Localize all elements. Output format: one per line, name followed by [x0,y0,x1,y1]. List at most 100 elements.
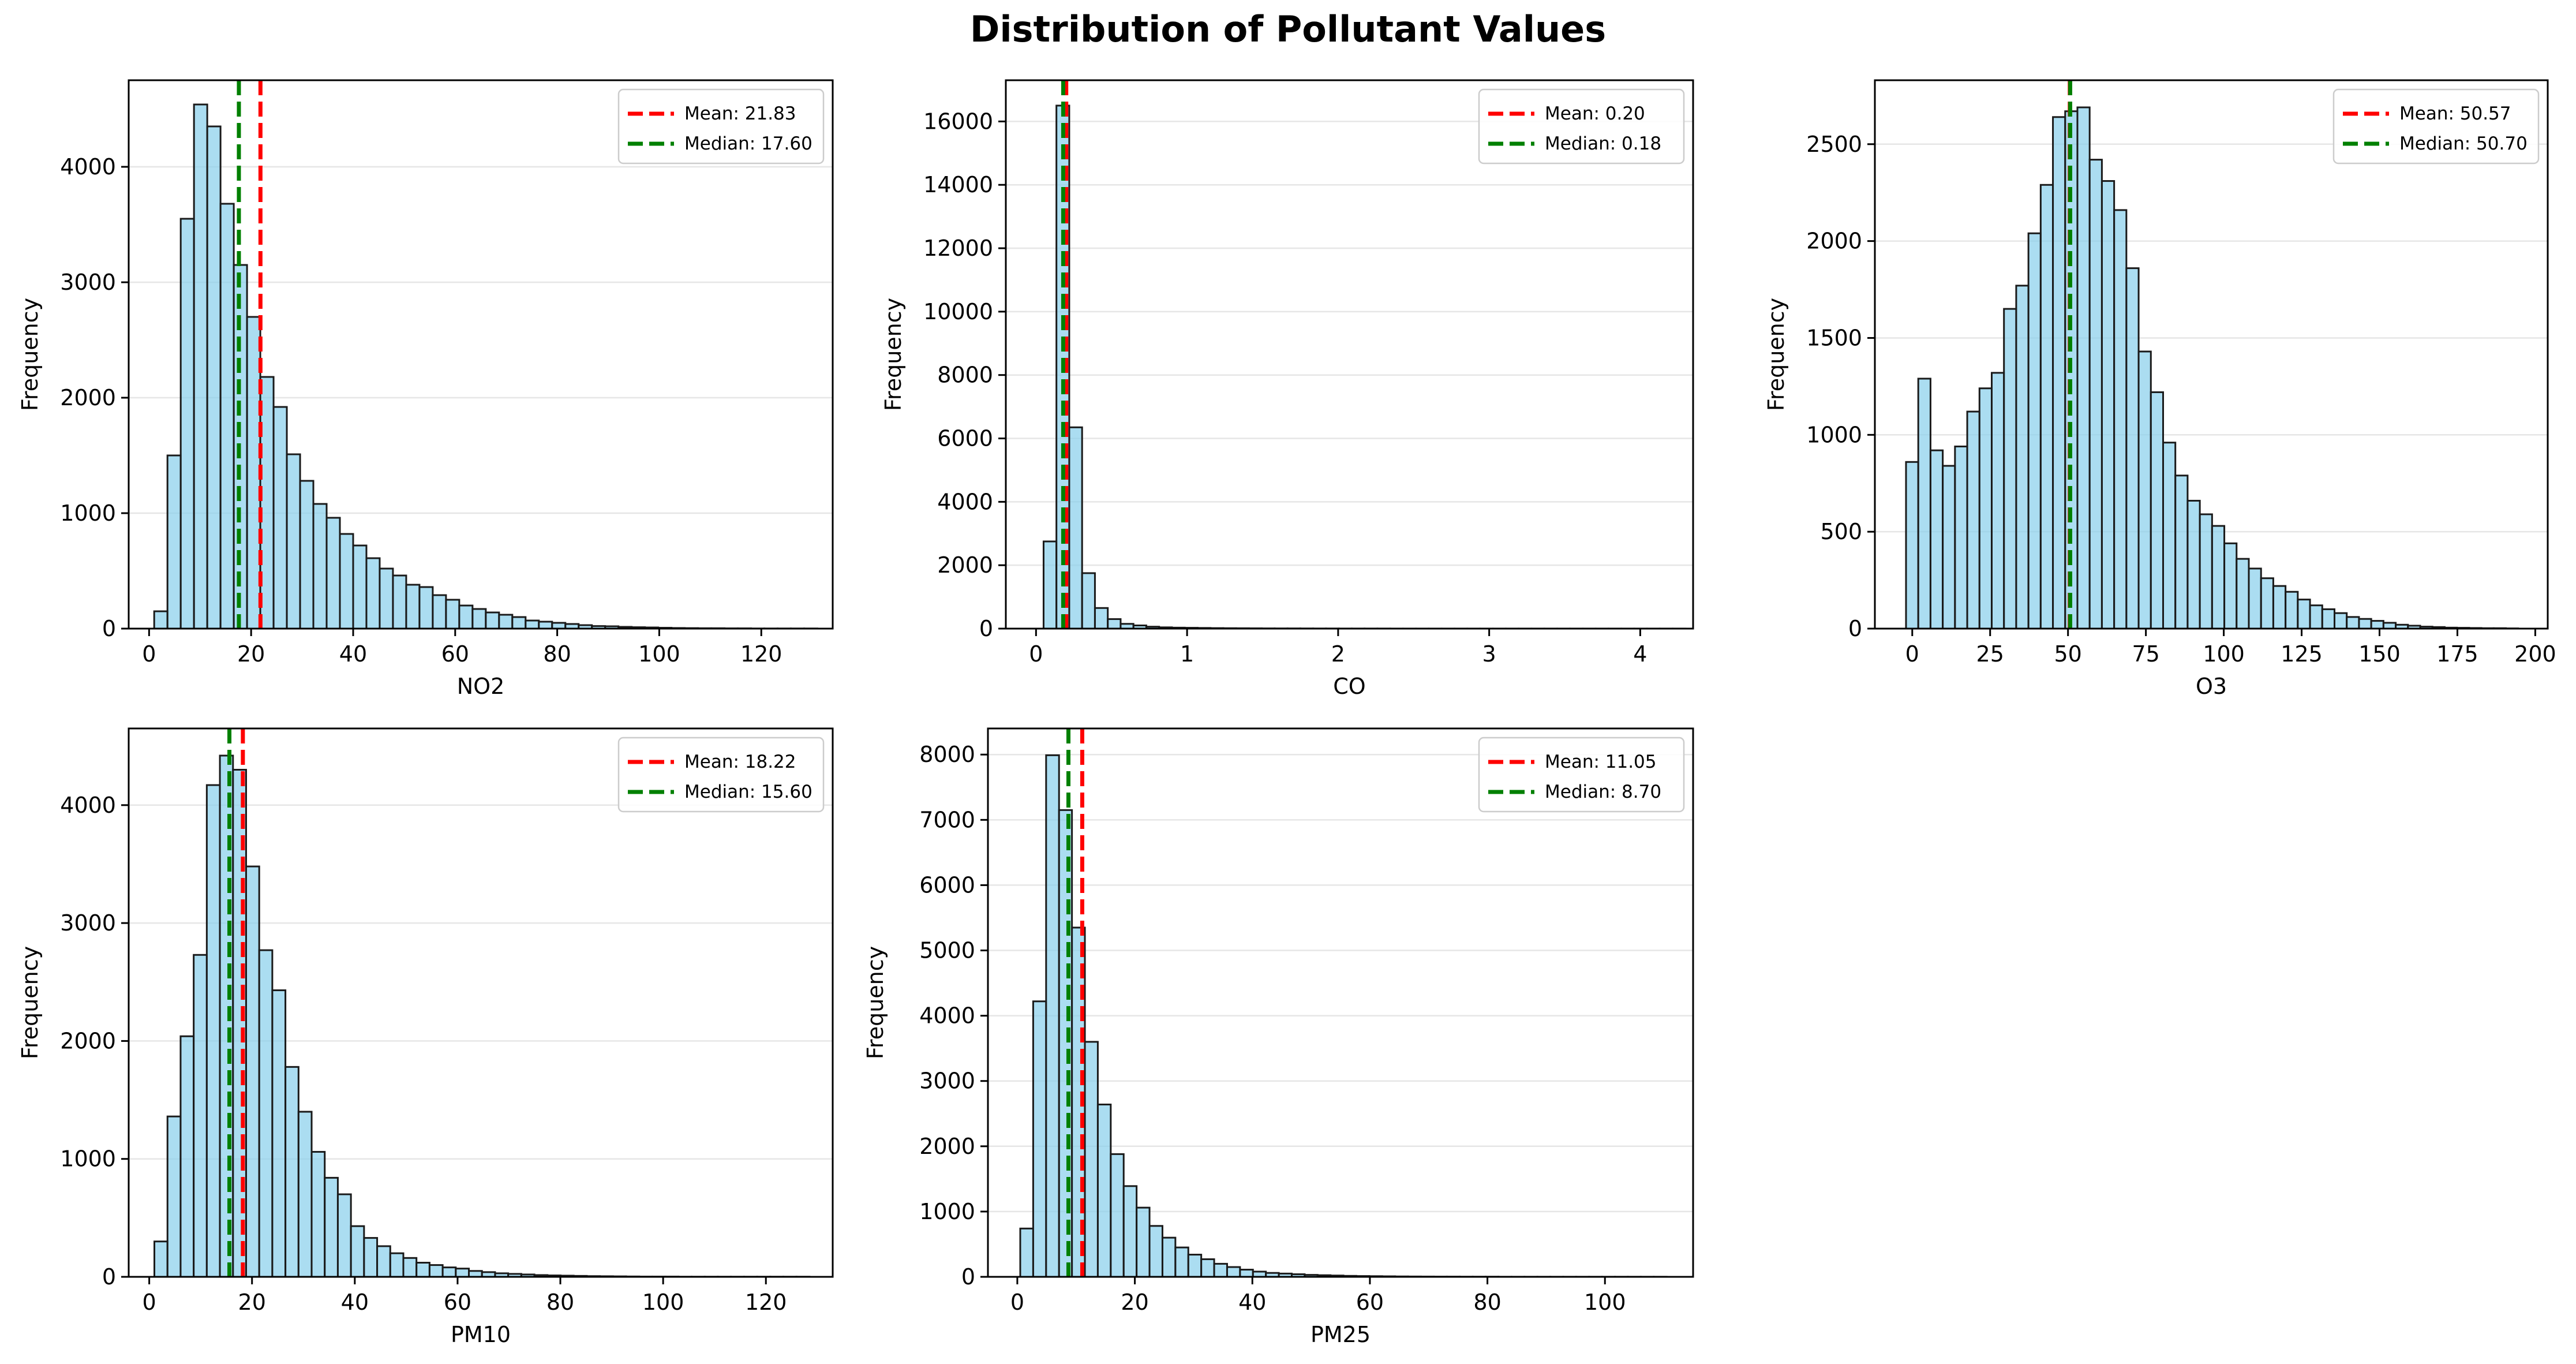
x-tick-label: 1 [1180,641,1194,667]
legend-median-label: Median: 15.60 [684,782,813,802]
histogram-bar [1174,1246,1189,1278]
x-tick-label: 0 [143,1290,156,1315]
histogram-bar [1107,618,1122,630]
x-tick-label: 60 [441,641,469,667]
histogram-bar [428,1264,444,1278]
x-tick-label: 40 [339,641,367,667]
histogram-bar [1042,540,1058,630]
histogram-bar [166,1115,182,1278]
histogram-bar [432,594,447,630]
axes-frame [128,727,834,1278]
histogram-bar [2346,616,2360,630]
histogram-bar [2162,442,2177,630]
histogram-bar [455,1268,470,1278]
histogram-bar [350,1225,365,1278]
y-axis-label: Frequency [17,946,43,1059]
histogram-bar [258,949,274,1278]
histogram-bar [511,616,527,630]
histogram-bar [2248,567,2262,630]
subplot-pm25: 0 20 40 60 80 1000100020003000400050006000700… [863,727,1694,1347]
histogram-bar [245,865,260,1278]
y-tick-label: 4000 [60,154,116,180]
x-tick-label: 75 [2132,641,2159,667]
histogram-bar [1226,1266,1241,1278]
histogram-bar [2358,618,2372,630]
subplot-no2: 0 20 40 60 80 100 120 0 1000 2000 3000 4000 NO2 Frequ… [17,79,834,699]
histogram-bar [339,533,354,630]
y-tick-label: 3000 [60,910,116,936]
histogram-bar [2382,622,2397,630]
histogram-bar [2015,285,2030,630]
histogram-bar [179,1035,195,1278]
y-tick-label: 0 [1848,616,1862,641]
histogram-bar [193,954,208,1278]
x-tick-label: 125 [2281,641,2323,667]
histogram-bar [1019,1227,1034,1278]
histogram-bar [2272,585,2287,630]
histogram-bar [1187,1254,1203,1278]
histogram-bar [325,517,341,630]
x-tick-label: 100 [638,641,680,667]
axes-frame [987,727,1694,1278]
histogram-bar [365,557,381,630]
legend-mean-label: Mean: 0.20 [1545,103,1645,124]
histogram-bar [405,584,421,630]
y-axis-label: Frequency [17,298,43,411]
histogram-bar [1122,1185,1138,1278]
histogram-bar [392,574,407,630]
x-tick-label: 20 [237,641,265,667]
y-tick-label: 2000 [919,1134,975,1159]
histogram-bar [1990,372,2005,630]
x-tick-label: 100 [1584,1290,1626,1315]
histogram-bar [1110,1153,1125,1278]
x-tick-label: 100 [2203,641,2245,667]
histogram-bar [1032,1000,1047,1278]
legend-box [1478,737,1685,813]
x-tick-label: 4 [1633,641,1647,667]
histogram-bar [179,218,195,630]
histogram-bar [352,544,368,630]
y-tick-label: 4000 [60,793,116,818]
histogram-bar [1954,445,1968,630]
histogram-bar [1942,465,1956,630]
histogram-bar [2321,608,2335,630]
histogram-bar [1978,387,1993,630]
histogram-bar [2186,499,2201,630]
x-tick-label: 50 [2054,641,2082,667]
histogram-bar [2088,159,2103,630]
histogram-bar [1929,449,1944,630]
histogram-bar [1905,461,1919,630]
histogram-bar [1161,1236,1177,1278]
legend-box [617,737,825,813]
histogram-bar [284,1066,299,1278]
histogram-bar [363,1237,379,1278]
x-tick-label: 120 [740,641,782,667]
histogram-bar [153,1240,169,1278]
legend-mean-label: Mean: 18.22 [684,752,796,772]
subplot-co: 0 1 2 3 4 0 2000 4000 6000 8000 10000 12000 14000 160… [881,79,1694,699]
y-tick-label: 4000 [919,1003,975,1029]
x-tick-label: 80 [543,641,571,667]
histogram-bar [471,608,487,630]
legend-box [2332,88,2540,165]
x-tick-label: 0 [1010,1290,1024,1315]
histogram-bar [272,406,288,630]
histogram-bar [1148,1225,1163,1278]
histogram-bar [246,316,261,630]
y-axis-label: Frequency [863,946,888,1059]
y-tick-label: 8000 [937,363,993,388]
histogram-bar [310,1150,326,1278]
histogram-bar [1084,1041,1099,1278]
histogram-bar [458,604,474,630]
legend-median-label: Median: 8.70 [1545,782,1661,802]
legend-median-label: Median: 0.18 [1545,133,1661,154]
histogram-bar [1096,1103,1112,1278]
histogram-bar [205,784,221,1278]
histogram-bar [271,989,287,1278]
histogram-bar [1213,1262,1228,1278]
histogram-bar [219,203,235,630]
legend-mean-label: Mean: 21.83 [684,103,796,124]
histogram-bar [2137,350,2152,630]
y-tick-label: 2000 [60,1028,116,1053]
